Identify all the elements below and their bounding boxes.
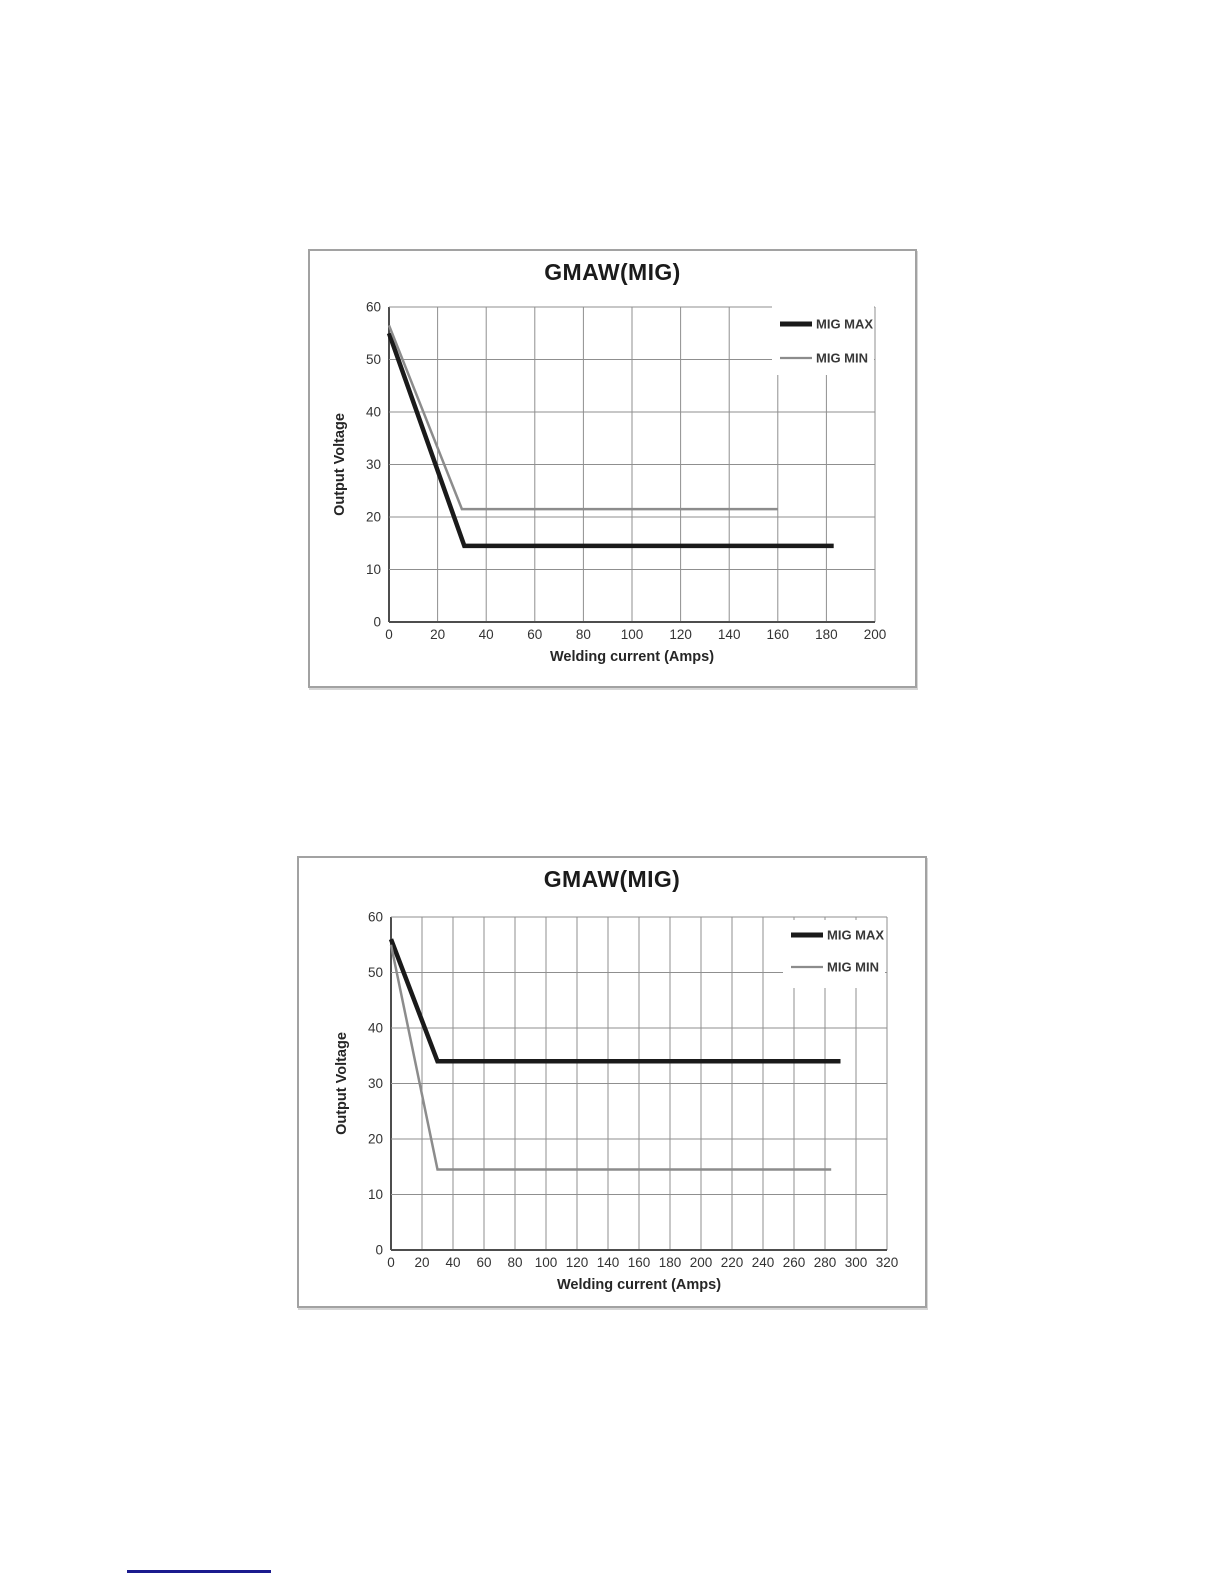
grid (390, 916, 888, 1251)
x-axis-title: Welding current (Amps) (557, 1277, 721, 1293)
y-axis-title: Output Voltage (334, 1032, 350, 1135)
x-tick-label: 180 (659, 1255, 682, 1270)
x-tick-label: 220 (721, 1255, 744, 1270)
x-tick-label: 100 (621, 627, 644, 642)
x-tick-label: 120 (566, 1255, 589, 1270)
y-tick-label: 60 (366, 300, 381, 315)
x-tick-label: 280 (814, 1255, 837, 1270)
series-line-mig-max (386, 332, 834, 549)
x-tick-label: 0 (387, 1255, 395, 1270)
x-tick-label: 260 (783, 1255, 806, 1270)
x-tick-label: 20 (430, 627, 445, 642)
y-tick-label: 40 (366, 405, 381, 420)
y-tick-label: 30 (366, 457, 381, 472)
legend-label: MIG MIN (816, 351, 868, 366)
x-tick-label: 80 (576, 627, 591, 642)
line-chart-gmaw-mig-bottom: 0 20 40 60 80 100 120 140 160 180 200 220 240 260 280 3… (334, 910, 899, 1294)
y-tick-label: 20 (366, 510, 381, 525)
x-tick-label: 160 (628, 1255, 651, 1270)
x-tick-label: 180 (815, 627, 838, 642)
y-tick-label: 10 (368, 1187, 383, 1202)
x-tick-label: 300 (845, 1255, 868, 1270)
y-tick-label: 0 (375, 1243, 383, 1258)
legend-label: MIG MIN (827, 960, 879, 975)
legend-label: MIG MAX (816, 317, 873, 332)
y-tick-label: 40 (368, 1021, 383, 1036)
x-tick-label: 120 (669, 627, 692, 642)
line-chart-gmaw-mig-top: 0 20 40 60 80 100 120 140 160 180 200 0 10 20 30 40 50 60… (332, 300, 887, 666)
series-line-mig-min (387, 324, 778, 511)
y-tick-label: 60 (368, 910, 383, 925)
legend: MIG MAX MIG MIN (783, 920, 885, 988)
y-tick-label: 0 (373, 615, 381, 630)
series-line-mig-max (388, 938, 841, 1064)
x-tick-label: 20 (414, 1255, 429, 1270)
chart-panel-bottom: GMAW(MIG) 0 20 40 60 80 100 120 140 160 180 200 220… (297, 856, 927, 1308)
y-tick-label: 30 (368, 1076, 383, 1091)
x-axis-title: Welding current (Amps) (550, 649, 714, 665)
x-tick-label: 160 (767, 627, 790, 642)
legend-label: MIG MAX (827, 928, 884, 943)
chart-panel-top: GMAW(MIG) 0 20 40 60 80 100 120 140 160 180 200 0 10… (308, 249, 917, 688)
x-tick-label: 100 (535, 1255, 558, 1270)
y-tick-label: 50 (368, 965, 383, 980)
y-axis-title: Output Voltage (332, 413, 348, 516)
x-tick-label: 200 (690, 1255, 713, 1270)
x-tick-label: 0 (385, 627, 393, 642)
x-tick-label: 240 (752, 1255, 775, 1270)
y-tick-label: 20 (368, 1132, 383, 1147)
x-tick-label: 40 (445, 1255, 460, 1270)
footer-rule (127, 1570, 271, 1573)
x-tick-label: 40 (479, 627, 494, 642)
series-line-mig-min (389, 944, 832, 1171)
legend-box (772, 306, 874, 375)
x-tick-label: 200 (864, 627, 887, 642)
x-tick-label: 140 (718, 627, 741, 642)
chart-title: GMAW(MIG) (544, 259, 681, 285)
x-tick-label: 60 (527, 627, 542, 642)
y-tick-label: 10 (366, 562, 381, 577)
x-tick-label: 320 (876, 1255, 899, 1270)
grid (388, 306, 876, 623)
x-tick-label: 60 (476, 1255, 491, 1270)
chart-title: GMAW(MIG) (543, 866, 681, 892)
legend: MIG MAX MIG MIN (772, 306, 874, 375)
x-tick-label: 80 (507, 1255, 522, 1270)
y-tick-label: 50 (366, 352, 381, 367)
x-tick-label: 140 (597, 1255, 620, 1270)
legend-box (783, 920, 885, 988)
